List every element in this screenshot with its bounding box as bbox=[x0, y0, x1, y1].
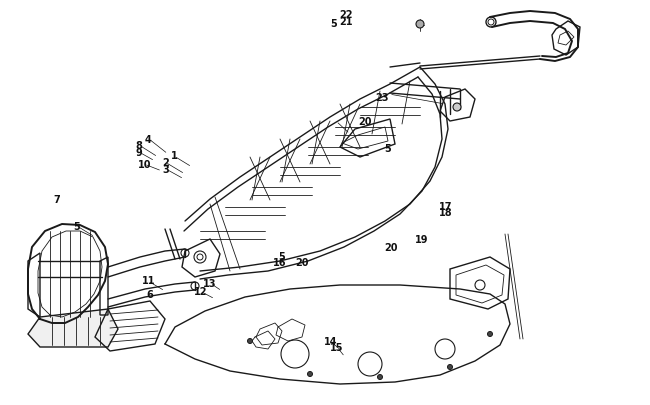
Text: 9: 9 bbox=[135, 148, 142, 158]
Text: 4: 4 bbox=[145, 135, 151, 145]
Circle shape bbox=[453, 104, 461, 112]
Text: 14: 14 bbox=[324, 336, 337, 346]
Text: 10: 10 bbox=[138, 160, 151, 170]
Text: 2: 2 bbox=[162, 158, 169, 168]
Circle shape bbox=[488, 332, 493, 337]
Text: 20: 20 bbox=[295, 258, 308, 267]
Text: 5: 5 bbox=[279, 251, 285, 261]
Text: 7: 7 bbox=[54, 194, 60, 204]
Text: 6: 6 bbox=[146, 289, 153, 299]
Circle shape bbox=[447, 364, 452, 370]
Polygon shape bbox=[28, 309, 118, 347]
Circle shape bbox=[307, 371, 313, 377]
Text: 20: 20 bbox=[359, 117, 372, 126]
Text: 5: 5 bbox=[385, 144, 391, 154]
Text: 3: 3 bbox=[162, 164, 169, 174]
Text: 17: 17 bbox=[439, 202, 452, 211]
Text: 16: 16 bbox=[273, 258, 286, 267]
Text: 23: 23 bbox=[375, 93, 388, 103]
Text: 21: 21 bbox=[339, 17, 352, 27]
Text: 13: 13 bbox=[203, 279, 216, 288]
Text: 8: 8 bbox=[135, 141, 142, 151]
Text: 19: 19 bbox=[415, 234, 428, 244]
Text: 5: 5 bbox=[331, 19, 337, 29]
Text: 18: 18 bbox=[439, 208, 452, 217]
Circle shape bbox=[378, 375, 382, 379]
Text: 11: 11 bbox=[142, 276, 155, 286]
Text: 5: 5 bbox=[73, 221, 80, 231]
Text: 1: 1 bbox=[171, 151, 177, 161]
Text: 20: 20 bbox=[385, 243, 398, 253]
Circle shape bbox=[416, 21, 424, 29]
Text: 12: 12 bbox=[194, 286, 207, 296]
Circle shape bbox=[248, 339, 252, 344]
Text: 15: 15 bbox=[330, 343, 343, 352]
Text: 22: 22 bbox=[339, 11, 352, 20]
